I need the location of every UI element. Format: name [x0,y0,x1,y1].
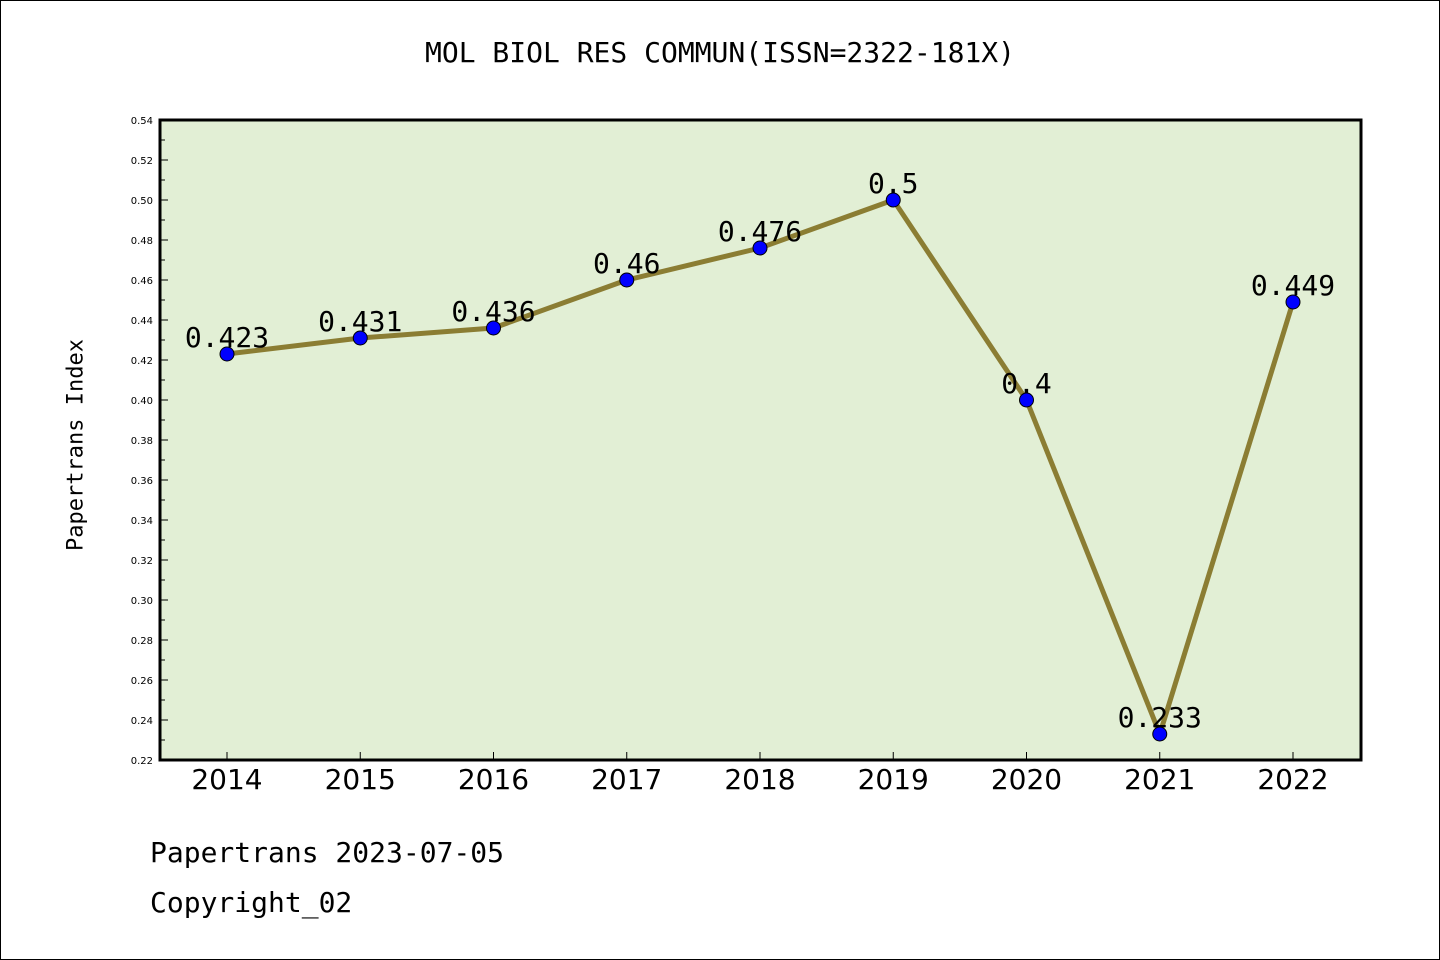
data-label: 0.449 [1251,269,1335,302]
data-label: 0.46 [593,247,660,280]
data-point [486,320,501,336]
data-markers [219,192,1301,742]
y-tick-label: 0.36 [131,476,153,487]
data-label: 0.436 [451,295,535,328]
y-tick-label: 0.34 [131,516,153,527]
y-tick-label: 0.40 [131,396,153,407]
y-axis-ticks: 0.22 0.24 0.26 0.28 0.30 0.32 0.34 0.36 0.38 0.40… [131,116,168,767]
y-tick-label: 0.46 [131,276,153,287]
data-point [619,272,635,288]
footer-copyright: Copyright_02 [150,886,353,919]
data-point [752,240,768,256]
x-tick-label: 2022 [1257,763,1328,796]
y-tick-label: 0.50 [131,196,153,207]
y-tick-label: 0.42 [131,356,153,367]
x-tick-label: 2018 [724,763,795,796]
data-point [1152,726,1168,742]
x-tick-label: 2021 [1124,763,1195,796]
y-tick-label: 0.30 [131,596,153,607]
data-label: 0.423 [185,321,269,354]
x-tick-label: 2019 [858,763,929,796]
data-labels: 0.423 0.431 0.436 0.46 0.476 0.5 0.4 0.233 0.449 [185,167,1335,734]
x-axis-ticks: 2014 2015 2016 2017 2018 2019 2020 2021 2022 [191,752,1329,796]
data-label: 0.431 [318,305,402,338]
footer-date: Papertrans 2023-07-05 [150,836,505,869]
y-tick-label: 0.54 [131,116,153,127]
y-tick-label: 0.22 [131,756,153,767]
x-tick-label: 2014 [191,763,262,796]
chart-title: MOL BIOL RES COMMUN(ISSN=2322-181X) [424,36,1015,69]
y-tick-label: 0.48 [131,236,153,247]
data-label: 0.233 [1118,701,1202,734]
y-tick-label: 0.38 [131,436,153,447]
x-tick-label: 2017 [591,763,662,796]
data-point [1019,392,1034,408]
y-tick-label: 0.32 [131,556,153,567]
y-tick-label: 0.26 [131,676,153,687]
x-tick-label: 2015 [325,763,396,796]
data-point [352,330,368,346]
data-point [1285,294,1301,310]
data-point [885,192,901,208]
y-tick-label: 0.28 [131,636,153,647]
data-point [219,346,235,362]
plot-area [160,120,1361,760]
data-label: 0.476 [718,215,802,248]
data-label: 0.5 [868,167,919,200]
y-tick-label: 0.52 [131,156,153,167]
x-tick-label: 2016 [458,763,529,796]
y-tick-label: 0.24 [131,716,153,727]
plot-border [158,118,1363,762]
data-label: 0.4 [1001,367,1052,400]
y-tick-label: 0.44 [131,316,153,327]
x-tick-label: 2020 [991,763,1062,796]
